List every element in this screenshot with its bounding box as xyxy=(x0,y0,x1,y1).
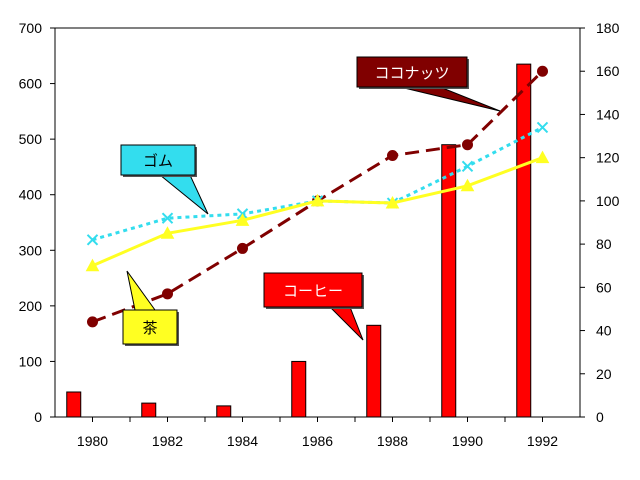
right-axis-tick-label: 20 xyxy=(596,366,612,382)
series-2-point-5 xyxy=(460,178,475,192)
right-axis-tick-label: 120 xyxy=(596,150,620,166)
series-0-point-4 xyxy=(387,150,398,162)
left-axis-tick-label: 0 xyxy=(34,409,42,425)
axes-group: 0 100 200 300 400 500 600 700 0 20 40 60 80 100 120 140… xyxy=(19,20,620,449)
right-axis-tick-label: 160 xyxy=(596,63,620,79)
callout-box-3 xyxy=(122,309,178,345)
left-axis-tick-label: 400 xyxy=(19,187,43,203)
callout-pointer-1 xyxy=(158,174,209,215)
left-axis-tick-label: 100 xyxy=(19,353,43,369)
callout-pointer-2 xyxy=(328,306,364,341)
callout-box-1 xyxy=(120,144,196,176)
lines-group xyxy=(85,65,550,328)
callout-pointer-3 xyxy=(126,270,156,311)
x-axis-tick-label: 1990 xyxy=(452,433,483,449)
bars-group xyxy=(66,63,532,418)
bar-1985.5 xyxy=(291,360,307,418)
x-axis-tick-label: 1992 xyxy=(527,433,558,449)
right-axis-tick-label: 40 xyxy=(596,323,612,339)
series-2-point-1 xyxy=(160,226,175,239)
series-0-point-6 xyxy=(537,65,548,77)
callout-label-0: ココナッツ xyxy=(374,64,449,82)
right-axis-tick-label: 100 xyxy=(596,193,620,209)
bar-1989.5 xyxy=(441,144,457,418)
callout-pointer-0 xyxy=(399,86,501,112)
left-axis-tick-label: 600 xyxy=(19,76,43,92)
left-axis-tick-label: 300 xyxy=(19,242,43,258)
series-2-point-3 xyxy=(310,193,325,207)
series-0-point-2 xyxy=(237,242,248,254)
series-2-point-6 xyxy=(535,150,550,164)
x-axis-tick-label: 1986 xyxy=(302,433,333,449)
series-1-point-6 xyxy=(536,121,549,134)
series-2-point-4 xyxy=(385,196,400,209)
series-0-point-5 xyxy=(462,139,473,151)
right-axis-tick-label: 0 xyxy=(596,409,604,425)
left-axis-tick-label: 500 xyxy=(19,131,43,147)
callout-label-3: 茶 xyxy=(142,319,157,337)
series-1-point-1 xyxy=(161,212,174,224)
callout-box-2 xyxy=(263,272,363,308)
x-axis-tick-label: 1982 xyxy=(152,433,183,449)
x-axis-tick-label: 1984 xyxy=(227,433,258,449)
right-axis-tick-label: 60 xyxy=(596,279,612,295)
plot-area-frame xyxy=(54,27,581,418)
x-axis-tick-label: 1988 xyxy=(377,433,408,449)
series-1-point-5 xyxy=(461,160,474,173)
bar-1987.5 xyxy=(366,324,382,418)
right-axis-tick-label: 80 xyxy=(596,236,612,252)
bar-1983.5 xyxy=(216,405,232,418)
series-1-point-0 xyxy=(86,234,99,246)
left-axis-tick-label: 700 xyxy=(19,20,43,36)
right-axis-tick-label: 140 xyxy=(596,106,620,122)
callout-label-1: ゴム xyxy=(143,152,173,170)
right-axis-tick-label: 180 xyxy=(596,20,620,36)
callout-box-0 xyxy=(356,56,468,88)
bar-1981.5 xyxy=(141,402,157,418)
series-0-point-0 xyxy=(87,316,98,328)
callout-label-2: コーヒー xyxy=(283,282,343,300)
series-0-point-1 xyxy=(162,288,173,300)
bar-1979.5 xyxy=(66,391,82,418)
series-2-point-2 xyxy=(235,213,250,226)
series-2-point-0 xyxy=(85,258,100,272)
bar-1991.5 xyxy=(516,63,532,418)
left-axis-tick-label: 200 xyxy=(19,298,43,314)
x-axis-tick-label: 1980 xyxy=(77,433,108,449)
